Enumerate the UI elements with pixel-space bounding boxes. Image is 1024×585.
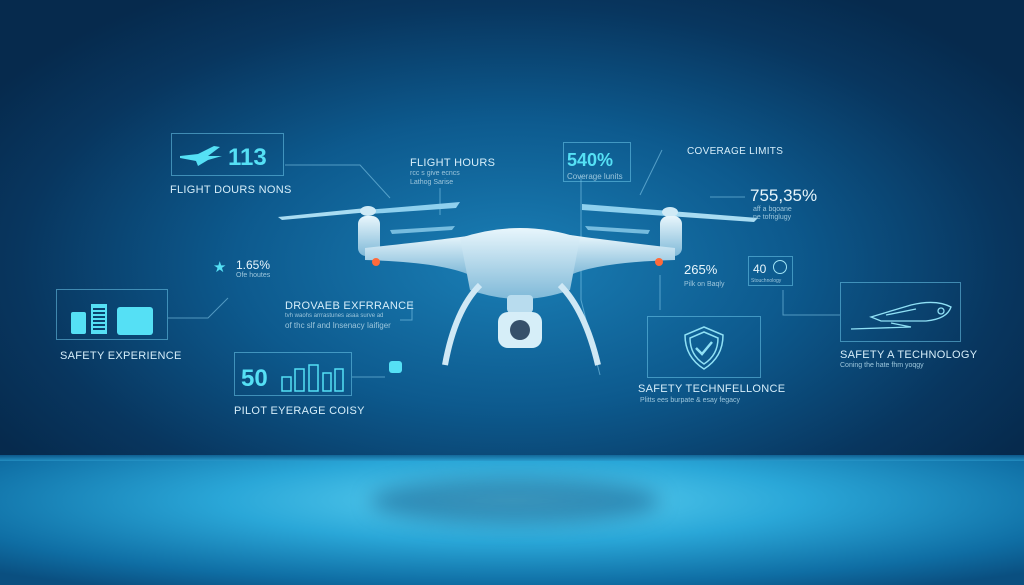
stat-165-value: 1.65%: [236, 258, 271, 272]
coverage-limits-title: COVERAGE LIMITS: [687, 146, 784, 157]
safety-tech-card: [647, 316, 761, 378]
stat-165-label: Ofe houtes: [236, 272, 271, 279]
stat-755-line2: ne tofriglugy: [753, 214, 792, 221]
flight-hours-line2: Lathog Sarise: [410, 179, 454, 186]
flight-hours-line1: rcc s give ecncs: [410, 170, 460, 177]
pilot-card: 50: [234, 352, 352, 396]
floor-horizon: [0, 455, 1024, 461]
star-icon: ★: [213, 259, 227, 276]
bar-chart-icon: [281, 364, 344, 392]
shield-check-icon: [684, 326, 724, 370]
safety-tech-title: SAFETY TECHNFELLONCE: [638, 383, 786, 395]
battery-icon: [91, 304, 107, 334]
coverage-label: Coverage lunits: [567, 172, 623, 181]
drone-illustration: [278, 202, 758, 366]
safety-experience-card: [56, 289, 168, 340]
pilot-label: PILOT EYERAGE COISY: [234, 405, 365, 417]
stat-755-line1: aff a bqoane: [753, 206, 792, 213]
flight-box-label: FLIGHT DOURS NONS: [170, 184, 292, 196]
battery-icon: [71, 312, 86, 334]
drone-experience-line2: of thc slf and Insenacy Iaifiger: [285, 321, 391, 330]
status-light: [372, 258, 380, 266]
airplane-icon: [180, 146, 222, 166]
stat-40-card: 40 Stouchnology: [748, 256, 793, 286]
stat-40-label: Stouchnology: [751, 278, 782, 284]
propeller-left: [278, 202, 460, 220]
floor: [0, 455, 1024, 585]
safety-a-tech-card: [840, 282, 961, 342]
flight-hours-card: 113: [171, 133, 284, 176]
pilot-value: 50: [241, 365, 268, 392]
coverage-value: 540%: [567, 150, 614, 170]
safety-a-tech-title: SAFETY A TECHNOLOGY: [840, 349, 978, 361]
briefcase-icon: [117, 307, 153, 335]
drone-experience-title: DROVAEB EXFRRANCE: [285, 300, 414, 312]
stat-755-value: 755,35%: [750, 186, 818, 205]
status-light: [655, 258, 663, 266]
drone-small-icon: [389, 361, 402, 373]
safety-experience-label: SAFETY EXPERIENCE: [60, 350, 182, 362]
stat-40-value: 40: [753, 262, 767, 276]
safety-tech-subtitle: Plitts ees burpate & esay fegacy: [640, 397, 740, 404]
stat-265-label: Pilk on Baqly: [684, 281, 725, 288]
safety-a-tech-subtitle: Coning the hate fhm yoqgy: [840, 362, 924, 369]
stat-265-value: 265%: [684, 262, 718, 277]
headset-icon: [773, 260, 787, 274]
flight-value: 113: [228, 144, 267, 171]
drone-experience-line1: tvh waohs arrrastunes asaa surve ad: [285, 313, 384, 319]
propeller-back: [390, 226, 650, 234]
coverage-card: 540% Coverage lunits: [563, 142, 631, 182]
jet-icon: [851, 301, 952, 330]
flight-hours-title: FLIGHT HOURS: [410, 157, 496, 169]
drone-shadow: [370, 478, 660, 524]
propeller-right: [582, 204, 758, 222]
